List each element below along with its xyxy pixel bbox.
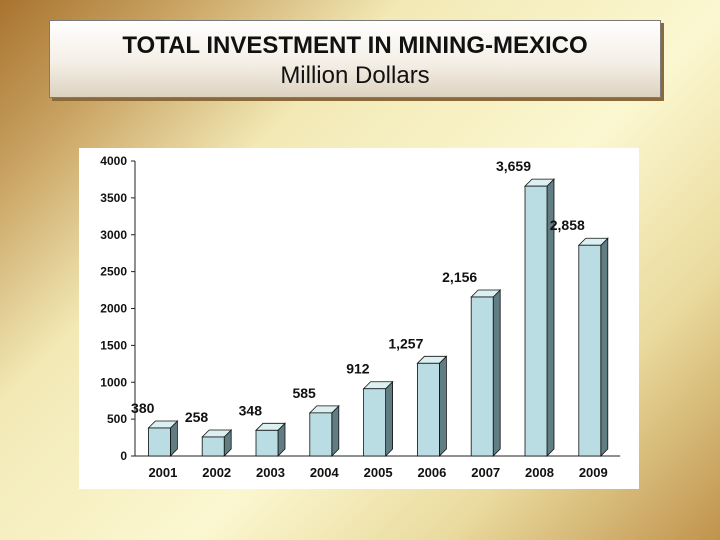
bar-side-face [331, 404, 340, 457]
bar-front-face [524, 185, 548, 457]
y-tick-label: 2500 [100, 265, 127, 279]
x-tick-label: 2008 [525, 465, 554, 480]
bar-front-face [309, 412, 333, 457]
bar-front-face [148, 427, 171, 457]
y-tick-label: 4000 [100, 154, 127, 168]
y-tick-label: 3000 [100, 228, 127, 242]
bar-front-face [470, 296, 494, 457]
x-tick-label: 2007 [471, 465, 500, 480]
bar-front-face [578, 244, 602, 457]
value-label: 348 [239, 402, 263, 418]
value-label: 380 [131, 400, 155, 416]
value-label: 3,659 [496, 158, 531, 174]
y-tick-label: 500 [107, 412, 127, 426]
x-axis-group: 2001 2002 2003 2004 2005 2006 2007 2008 2009 [135, 455, 621, 480]
bar-side-face [385, 380, 394, 457]
bars-group: 380 258 348 585 912 1,257 2,156 3,659 2,858 [131, 158, 609, 457]
x-tick-label: 2006 [417, 465, 446, 480]
x-tick-label: 2005 [364, 465, 393, 480]
value-label: 1,257 [388, 335, 423, 351]
y-tick-label: 1500 [100, 338, 127, 352]
x-tick-label: 2002 [202, 465, 231, 480]
bar-2006: 1,257 [388, 335, 448, 457]
x-tick-label: 2003 [256, 465, 285, 480]
bar-2001: 380 [131, 400, 179, 457]
y-tick-label: 1000 [100, 375, 127, 389]
value-label: 2,858 [550, 217, 585, 233]
y-tick-label: 3500 [100, 191, 127, 205]
value-label: 585 [292, 385, 316, 401]
chart-title: TOTAL INVESTMENT IN MINING-MEXICO [122, 32, 588, 59]
y-tick-label: 0 [120, 449, 127, 463]
value-label: 2,156 [442, 269, 477, 285]
bar-2003: 348 [239, 402, 286, 457]
value-label: 258 [185, 409, 209, 425]
bar-side-face [438, 355, 447, 457]
chart-title-box: TOTAL INVESTMENT IN MINING-MEXICO Millio… [49, 20, 661, 98]
bar-2009: 2,858 [550, 217, 609, 457]
x-tick-label: 2001 [148, 465, 177, 480]
bar-2008: 3,659 [496, 158, 555, 457]
value-label: 912 [346, 361, 370, 377]
y-tick-label: 2000 [100, 302, 127, 316]
x-tick-label: 2004 [310, 465, 340, 480]
bar-front-face [255, 429, 279, 457]
bar-front-face [201, 436, 225, 457]
bar-2004: 585 [292, 385, 340, 457]
bar-2007: 2,156 [442, 269, 502, 457]
bar-front-face [416, 362, 440, 457]
chart-panel: 0 500 1000 1500 2000 2500 3000 3500 4000 2001 200… [79, 148, 639, 489]
y-axis-group: 0 500 1000 1500 2000 2500 3000 3500 4000 [100, 154, 136, 463]
chart-subtitle: Million Dollars [280, 62, 430, 89]
bar-2002: 258 [185, 409, 233, 457]
bar-2005: 912 [346, 361, 394, 457]
bar-side-face [600, 237, 609, 457]
x-tick-label: 2009 [579, 465, 608, 480]
bar-front-face [363, 388, 387, 457]
bar-side-face [492, 289, 501, 457]
